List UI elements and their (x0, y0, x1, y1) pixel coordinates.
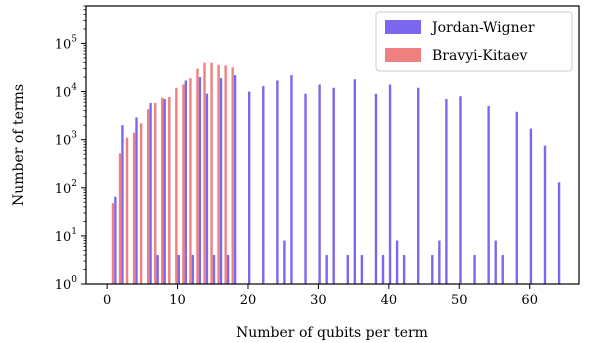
y-tick-label: 102 (55, 179, 77, 197)
y-tick-label: 105 (55, 34, 78, 52)
bar-jordan-wigner-41 (395, 240, 399, 284)
bar-bravyi-kitaev-17 (224, 65, 227, 285)
bar-jordan-wigner-56 (501, 255, 504, 284)
bar-jordan-wigner-6 (149, 102, 152, 285)
bar-jordan-wigner-7 (156, 255, 159, 284)
bar-jordan-wigner-62 (543, 145, 547, 284)
bar-jordan-wigner-47 (438, 240, 441, 284)
y-axis: 100 101 102 103 104 105 (55, 5, 86, 293)
bar-jordan-wigner-4 (135, 117, 138, 284)
bar-jordan-wigner-18 (233, 75, 237, 284)
bar-bravyi-kitaev-8 (161, 97, 164, 284)
bar-jordan-wigner-64 (557, 182, 561, 284)
legend: Jordan-Wigner Bravyi-Kitaev (375, 11, 573, 72)
legend-swatch-bravyi-kitaev (385, 48, 421, 62)
y-tick-label: 101 (55, 227, 77, 245)
x-axis-title: Number of qubits per term (236, 325, 428, 341)
bar-jordan-wigner-8 (163, 99, 166, 284)
y-axis-title: Number of terms (11, 84, 27, 206)
bar-bravyi-kitaev-3 (125, 137, 129, 284)
bar-jordan-wigner-38 (374, 93, 378, 284)
y-tick-label: 104 (55, 83, 78, 101)
bar-bravyi-kitaev-11 (182, 84, 185, 285)
plot-frame (85, 5, 580, 285)
bar-jordan-wigner-12 (191, 255, 195, 284)
bar-jordan-wigner-35 (353, 79, 357, 285)
legend-swatch-jordan-wigner (385, 20, 421, 34)
bar-jordan-wigner-39 (381, 255, 385, 284)
x-tick-label: 60 (521, 293, 538, 308)
bar-jordan-wigner-24 (276, 80, 279, 285)
bar-jordan-wigner-60 (529, 128, 533, 284)
bar-jordan-wigner-15 (212, 255, 216, 284)
x-tick-label: 50 (451, 293, 468, 308)
bar-jordan-wigner-25 (283, 240, 286, 284)
bar-jordan-wigner-40 (388, 84, 392, 285)
bar-jordan-wigner-31 (325, 255, 328, 284)
bar-jordan-wigner-28 (304, 93, 307, 284)
bar-jordan-wigner-32 (332, 87, 335, 285)
bar-jordan-wigner-22 (262, 86, 265, 284)
bar-jordan-wigner-48 (445, 99, 448, 284)
bar-bravyi-kitaev-16 (217, 64, 220, 284)
bar-bravyi-kitaev-14 (203, 62, 206, 284)
bar-jordan-wigner-17 (226, 255, 230, 284)
bar-jordan-wigner-1 (114, 196, 117, 284)
bar-jordan-wigner-55 (494, 240, 497, 284)
jordan-wigner-bars (114, 75, 561, 285)
bar-bravyi-kitaev-18 (231, 67, 234, 284)
legend-frame (375, 11, 573, 72)
bar-jordan-wigner-44 (417, 87, 420, 285)
bar-jordan-wigner-46 (431, 255, 434, 284)
x-tick-label: 10 (169, 293, 186, 308)
bar-jordan-wigner-54 (487, 106, 490, 284)
bar-bravyi-kitaev-7 (154, 102, 157, 285)
bar-jordan-wigner-36 (360, 255, 364, 284)
bar-bravyi-kitaev-12 (189, 78, 192, 284)
x-tick-label: 20 (240, 293, 257, 308)
bar-jordan-wigner-26 (290, 75, 293, 284)
bar-bravyi-kitaev-6 (146, 109, 150, 284)
bar-jordan-wigner-50 (459, 96, 462, 285)
bar-jordan-wigner-52 (473, 255, 476, 284)
bar-jordan-wigner-2 (121, 125, 124, 285)
bar-bravyi-kitaev-1 (111, 203, 115, 284)
bar-bravyi-kitaev-2 (118, 153, 122, 284)
bar-bravyi-kitaev-15 (210, 62, 213, 284)
bar-jordan-wigner-20 (247, 91, 251, 284)
x-axis: 0 10 20 30 40 50 60 (103, 284, 538, 308)
bravyi-kitaev-bars (111, 62, 234, 285)
legend-label-jordan-wigner: Jordan-Wigner (430, 20, 535, 36)
x-tick-label: 40 (381, 293, 398, 308)
bar-bravyi-kitaev-9 (168, 97, 171, 284)
bar-jordan-wigner-10 (177, 255, 180, 284)
x-tick-label: 0 (103, 293, 111, 308)
bar-jordan-wigner-58 (515, 111, 519, 285)
bar-bravyi-kitaev-10 (175, 87, 178, 285)
bar-jordan-wigner-42 (402, 255, 406, 284)
bar-jordan-wigner-13 (198, 77, 202, 284)
bar-jordan-wigner-11 (184, 80, 187, 285)
bar-jordan-wigner-14 (205, 93, 209, 284)
legend-label-bravyi-kitaev: Bravyi-Kitaev (432, 48, 528, 64)
bar-bravyi-kitaev-5 (139, 123, 143, 284)
bar-jordan-wigner-16 (219, 78, 223, 284)
x-tick-label: 30 (310, 293, 327, 308)
y-tick-label: 103 (55, 131, 78, 149)
bar-jordan-wigner-30 (318, 84, 321, 285)
bar-jordan-wigner-34 (346, 255, 349, 284)
bar-bravyi-kitaev-4 (132, 132, 136, 284)
bar-bravyi-kitaev-13 (196, 68, 199, 284)
y-tick-label: 100 (55, 275, 78, 293)
